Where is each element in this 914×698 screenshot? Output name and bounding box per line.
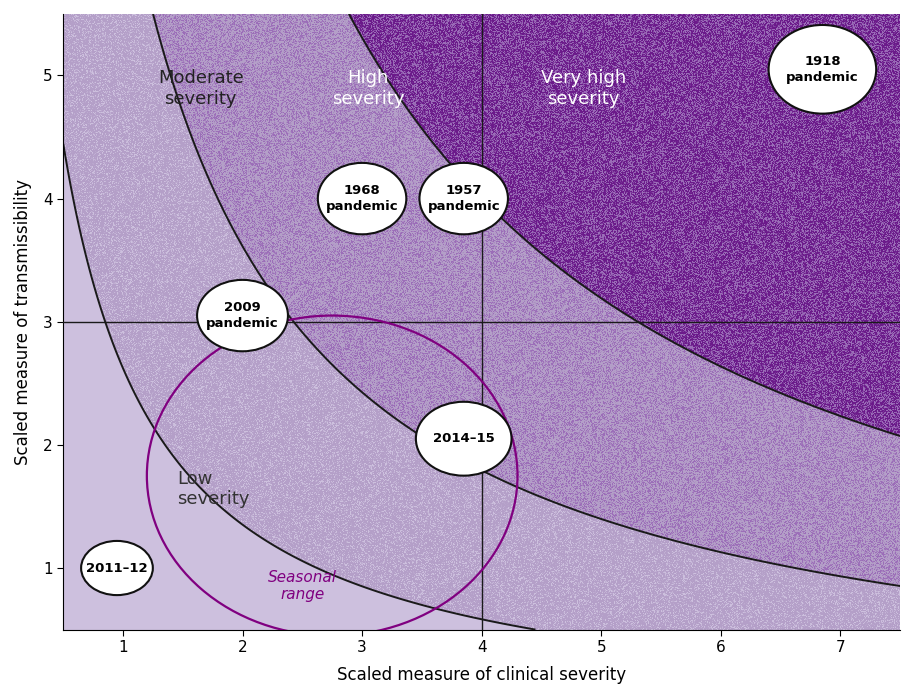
Text: High
severity: High severity	[332, 69, 404, 108]
Text: 1918
pandemic: 1918 pandemic	[786, 55, 859, 84]
Ellipse shape	[81, 541, 153, 595]
Ellipse shape	[318, 163, 407, 235]
Text: Seasonal
range: Seasonal range	[268, 570, 336, 602]
Text: 2009
pandemic: 2009 pandemic	[207, 302, 279, 330]
Text: 2014–15: 2014–15	[433, 432, 494, 445]
Y-axis label: Scaled measure of transmissibility: Scaled measure of transmissibility	[14, 179, 32, 465]
Text: 1968
pandemic: 1968 pandemic	[325, 184, 399, 213]
X-axis label: Scaled measure of clinical severity: Scaled measure of clinical severity	[337, 666, 626, 684]
Text: Moderate
severity: Moderate severity	[158, 69, 243, 108]
Text: Very high
severity: Very high severity	[541, 69, 626, 108]
Ellipse shape	[420, 163, 508, 235]
Text: Low
severity: Low severity	[176, 470, 250, 508]
Text: 2011–12: 2011–12	[86, 561, 148, 574]
Ellipse shape	[769, 25, 877, 114]
Ellipse shape	[416, 402, 512, 475]
Ellipse shape	[197, 280, 288, 351]
Text: 1957
pandemic: 1957 pandemic	[428, 184, 500, 213]
